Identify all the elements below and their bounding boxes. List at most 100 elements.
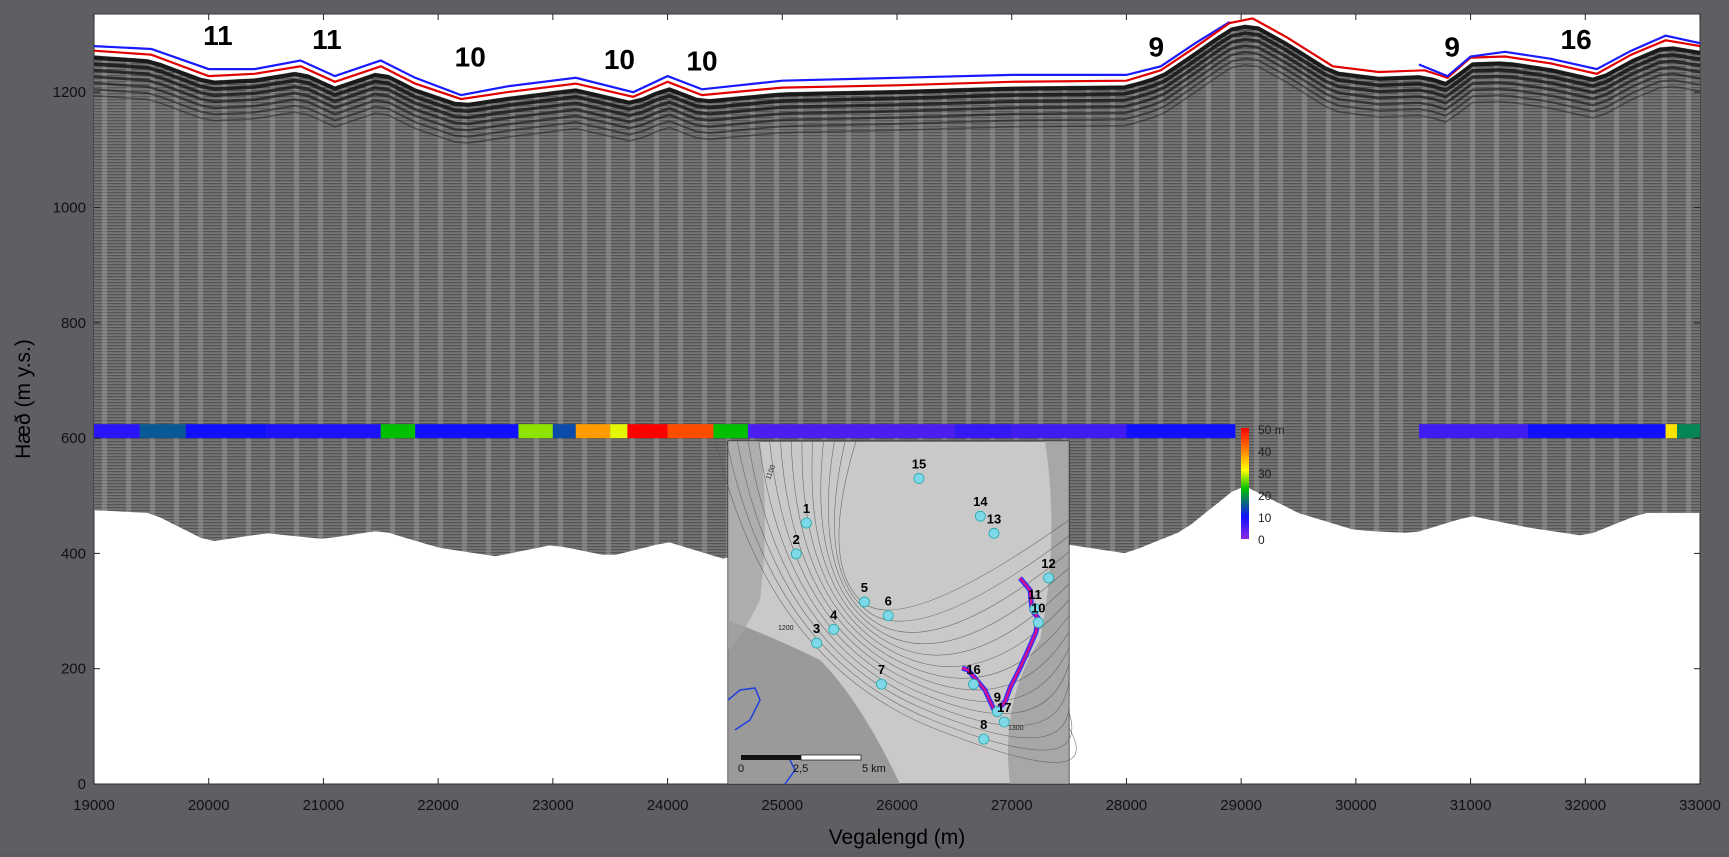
thickness-segment [518,424,553,439]
colorbar-gradient [1241,428,1249,539]
contour-line [769,440,1070,703]
thickness-segment [575,424,611,439]
contour-line [834,440,1070,622]
thickness-segment [380,424,416,439]
site-marker-label: 15 [912,456,926,471]
x-tick-label: 28000 [1106,797,1148,814]
x-tick-label: 30000 [1335,797,1377,814]
site-marker [1043,572,1054,584]
site-marker-label: 2 [793,532,800,547]
contour-line [790,440,1070,679]
thickness-segment [747,424,955,439]
x-tick-label: 26000 [876,797,918,814]
reflector-band [93,64,1701,144]
x-tick-label: 19000 [73,797,115,814]
contour-line [715,440,1077,763]
site-marker [974,510,986,522]
site-marker-label: 5 [861,580,868,595]
reflector-band [93,31,1701,114]
site-marker [790,548,802,560]
contour-line [758,440,1070,714]
x-axis-label: Vegalengd (m) [829,826,966,849]
y-axis-label: Hæð (m y.s.) [12,339,35,459]
x-tick-label: 21000 [303,797,345,814]
site-marker [991,706,1003,718]
x-tick-label: 20000 [188,797,230,814]
reflector-band [93,37,1701,120]
thickness-segment [954,424,1012,439]
scale-label-0: 0 [738,763,744,775]
inset-river [727,687,796,785]
site-marker [913,473,925,484]
surface-lines [93,17,1701,101]
site-marker [1029,603,1041,615]
site-marker [978,733,990,745]
x-tick-label: 33000 [1679,797,1721,814]
site-marker [811,637,823,649]
site-marker-label: 10 [1031,601,1045,616]
contour-line [736,440,1070,739]
inset-relief-southwest [728,620,900,784]
y-tick-label: 1200 [53,84,86,101]
site-marker-label: 13 [987,511,1001,526]
thickness-segment [1677,424,1700,439]
site-marker-label: 9 [994,690,1001,705]
inset-relief-west [728,441,765,650]
site-label: 11 [203,20,233,51]
colorbar-tick-label: 10 [1258,511,1272,525]
inset-relief-east [1008,441,1069,784]
surface-line [93,20,1231,97]
x-tick-label: 29000 [1220,797,1262,814]
thickness-segment [185,424,267,439]
x-tick-label: 23000 [532,797,574,814]
thickness-segment [139,424,186,439]
y-tick-label: 200 [61,661,86,678]
thickness-segment [667,424,714,439]
contour-label-1100: 1100 [765,464,777,481]
site-marker [859,596,870,608]
surface-reflectors [93,24,1701,144]
colorbar: 50 m 40 30 20 10 0 [1241,423,1285,547]
site-marker-label: 12 [1041,556,1055,571]
reflector-band [93,44,1701,126]
axes: 19000 20000 21000 22000 23000 24000 25000 26000… [53,14,1721,814]
colorbar-tick-label: 40 [1258,445,1272,459]
site-marker-label: 8 [980,717,987,732]
thickness-segment [713,424,748,439]
site-marker [876,678,887,690]
thickness-segment [1665,424,1678,439]
contour-label-1300: 1300 [1008,725,1024,732]
site-marker [828,623,840,635]
site-marker [998,716,1010,728]
site-marker-label: 14 [973,494,988,509]
x-tick-label: 31000 [1450,797,1492,814]
site-label: 11 [312,24,342,55]
site-marker-label: 4 [830,607,838,622]
site-marker [968,678,979,690]
colorbar-tick-label: 20 [1258,489,1272,503]
thickness-strip [94,424,1700,439]
colorbar-tick-label: 30 [1258,467,1272,481]
x-tick-label: 22000 [417,797,459,814]
site-marker [801,517,812,529]
reflector-band [93,24,1701,107]
thickness-segment [1126,424,1236,439]
colorbar-max-label: 50 m [1258,423,1285,437]
site-marker-label: 1 [803,501,810,516]
site-marker-label: 11 [1028,587,1042,602]
site-label: 10 [604,44,635,75]
reflector-band [93,50,1701,132]
site-marker [1032,617,1044,628]
contour-line [726,440,1073,751]
contour-line [820,440,1070,645]
thickness-segment [94,424,140,439]
site-marker [882,610,894,622]
reflector-band [93,57,1701,138]
y-tick-label: 800 [61,315,86,332]
x-tick-label: 27000 [991,797,1033,814]
site-marker-label: 17 [997,700,1011,715]
